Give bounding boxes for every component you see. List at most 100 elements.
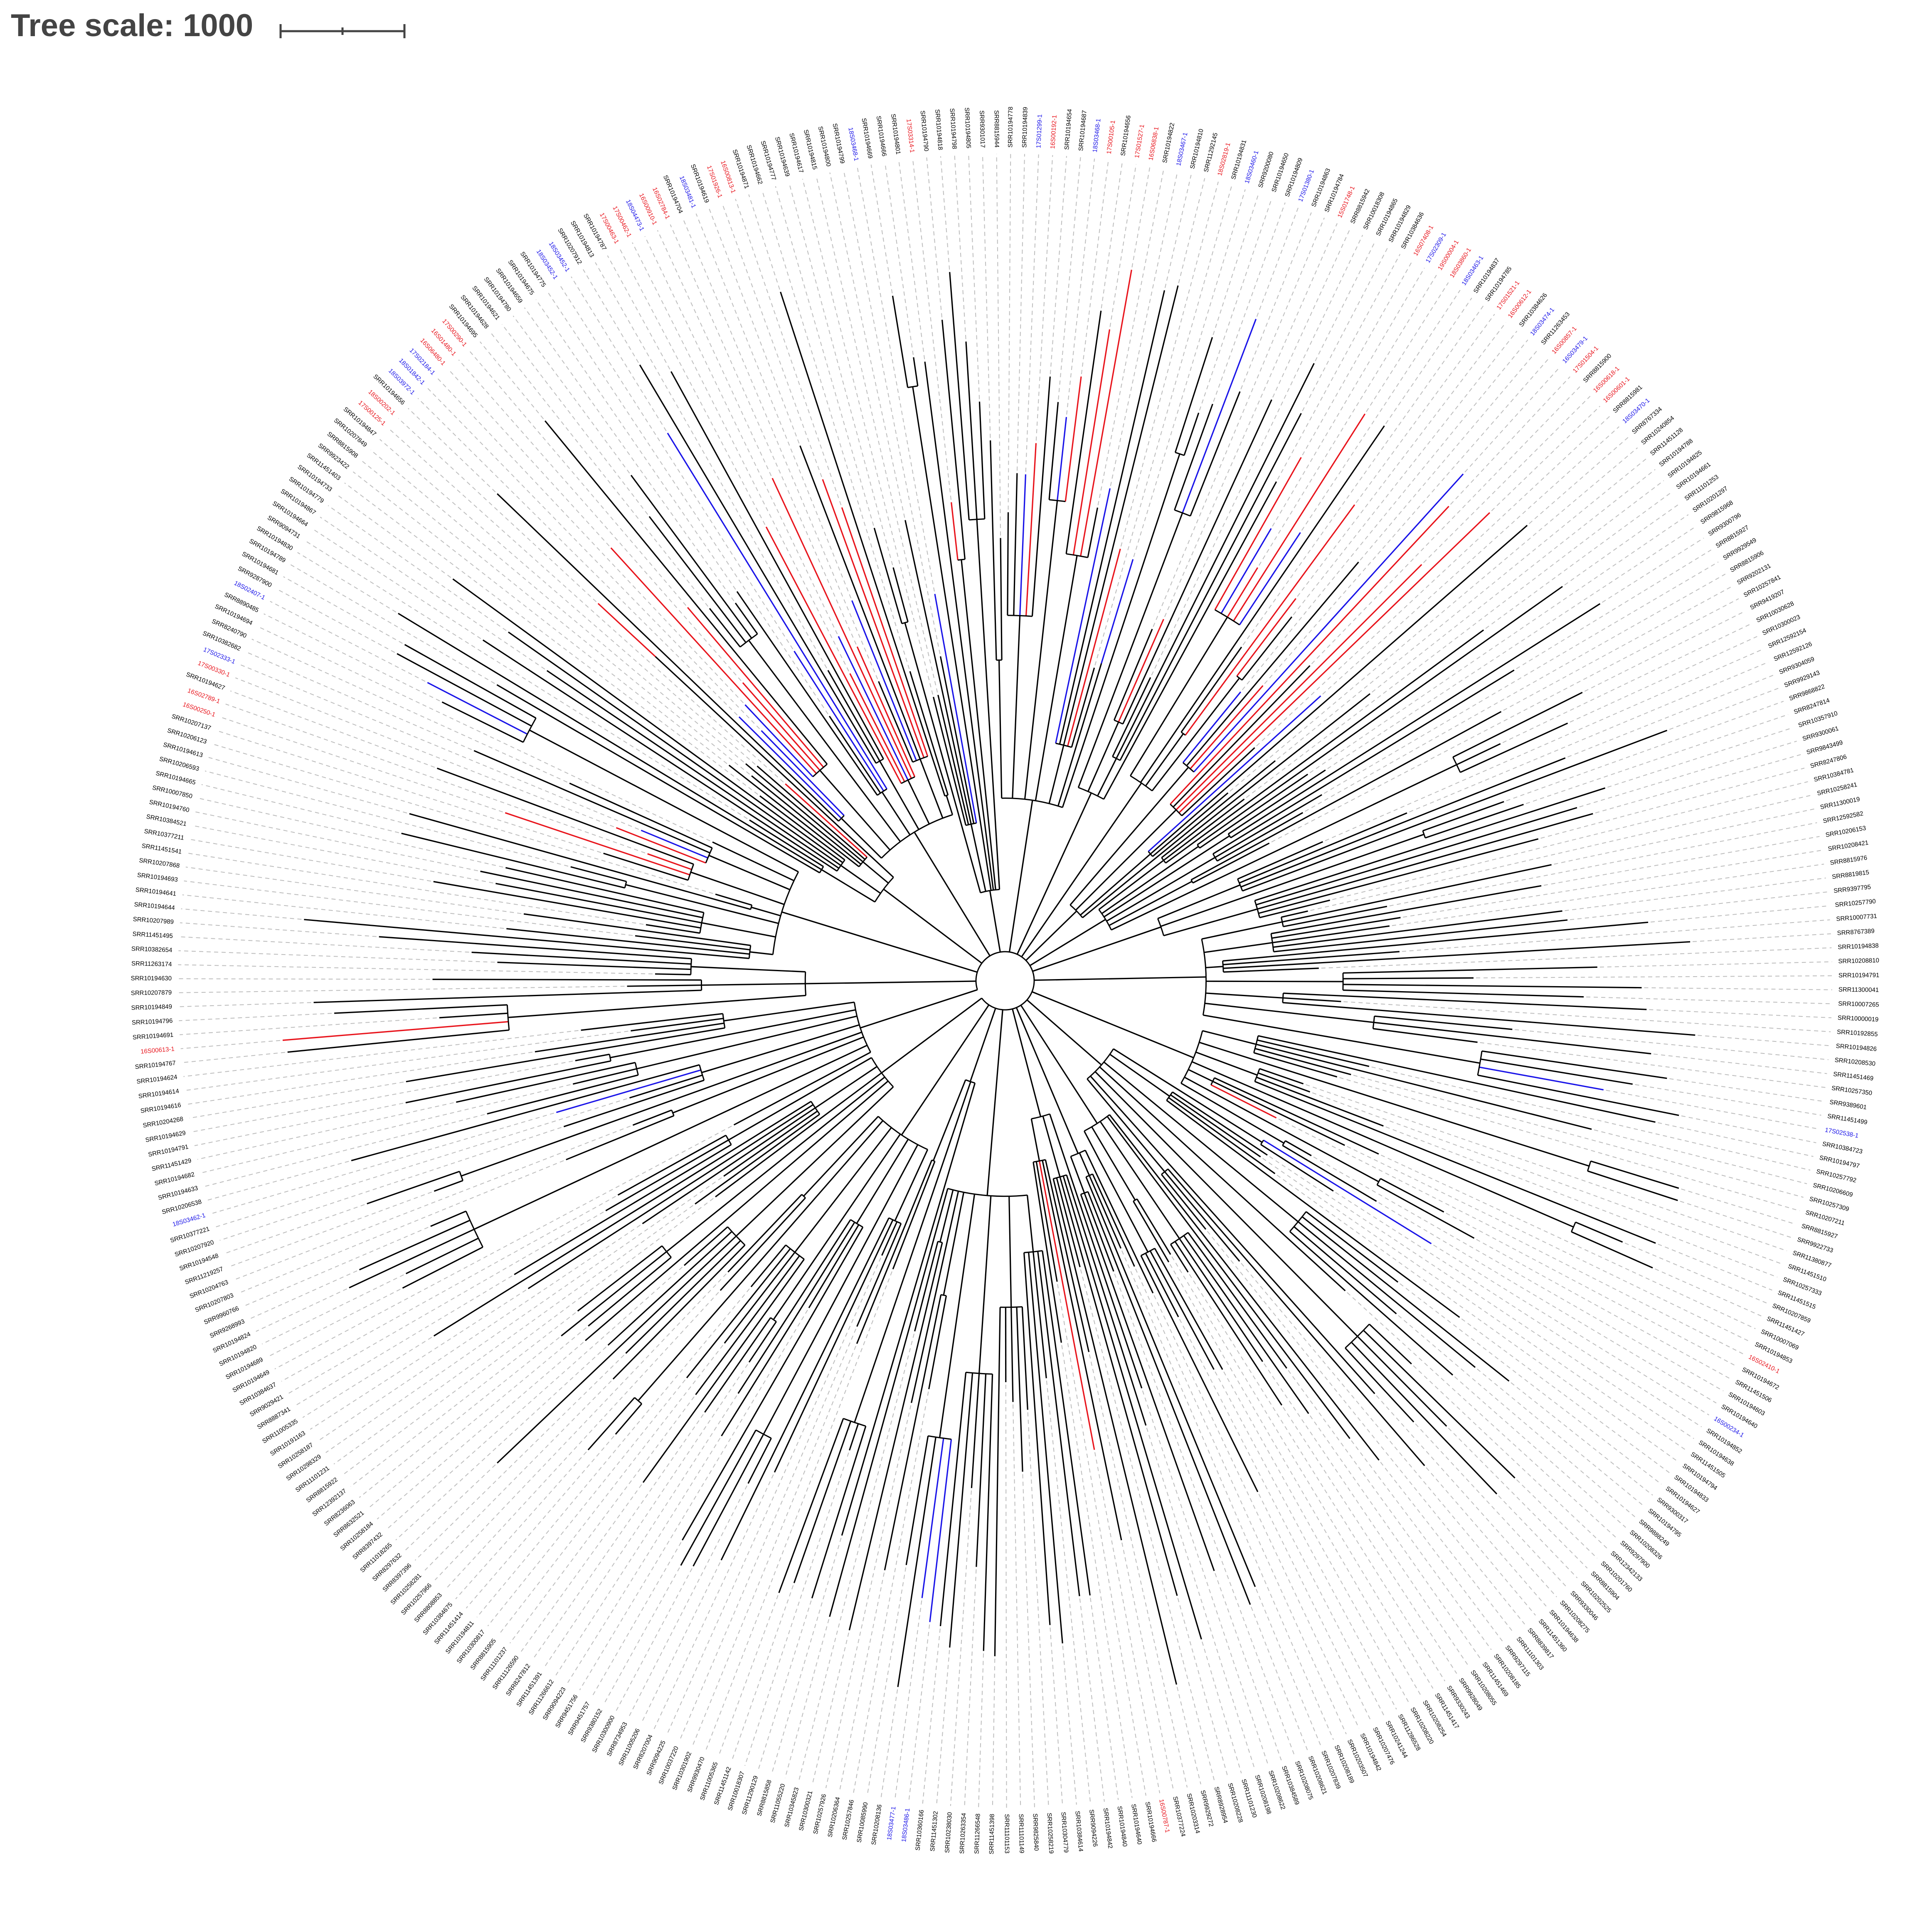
leaf-label: SRR9094226 [1088, 1809, 1099, 1847]
leaf-guide-line [1635, 1084, 1821, 1116]
leaf-guide-line [1256, 207, 1299, 317]
terminal-branch [1259, 1068, 1304, 1085]
terminal-branch [1236, 598, 1296, 677]
leaf-guide-line [679, 1329, 857, 1741]
terminal-branch [563, 1079, 705, 1127]
leaf-label: SRR10194656 [1119, 115, 1132, 157]
terminal-branch [1237, 841, 1323, 880]
internal-branch [1103, 1061, 1299, 1223]
clade-arc [843, 1418, 866, 1427]
leaf-label: SRR8247806 [1809, 753, 1847, 770]
terminal-branch [822, 479, 925, 758]
leaf-label: SRR10194798 [949, 108, 958, 149]
terminal-branch [939, 656, 975, 824]
leaf-guide-line [219, 1127, 562, 1241]
leaf-guide-line [1606, 1090, 1819, 1130]
terminal-branch [780, 291, 946, 797]
internal-branch [1026, 1195, 1034, 1252]
terminal-branch [334, 1004, 508, 1014]
leaf-guide-line [251, 639, 568, 783]
internal-branch [636, 1015, 858, 1070]
leaf-label: 17S01527-1 [1134, 124, 1146, 158]
leaf-label: SRR10194796 [132, 1017, 173, 1026]
leaf-guide-line [1264, 357, 1550, 684]
clade-arc [1212, 853, 1218, 861]
internal-branch [1180, 1083, 1284, 1144]
leaf-guide-line [908, 1624, 930, 1802]
leaf-label: SRR10194801 [890, 113, 902, 155]
clade-arc [725, 1135, 732, 1145]
leaf-guide-line [1681, 1115, 1816, 1143]
internal-branch [1077, 512, 1183, 788]
terminal-branch [695, 1113, 820, 1205]
leaf-guide-line [1297, 322, 1506, 597]
basal-branch [1016, 792, 1092, 955]
terminal-branch [585, 1280, 656, 1341]
basal-branch [1032, 991, 1194, 1058]
leaf-guide-line [513, 315, 630, 474]
leaf-label: 17S03314-1 [905, 118, 916, 153]
terminal-branch [1256, 807, 1577, 906]
leaf-label: SRR10194691 [132, 1031, 173, 1041]
leaf-label: SRR10194767 [135, 1060, 176, 1071]
leaf-guide-line [509, 1396, 695, 1644]
terminal-branch [712, 841, 755, 863]
leaf-label: SRR10207211 [1805, 1209, 1846, 1227]
leaf-guide-line [1251, 1607, 1308, 1751]
terminal-branch [1065, 376, 1082, 502]
leaf-label: SRR9301017 [978, 110, 986, 148]
terminal-branch [1256, 1043, 1592, 1130]
terminal-branch [1168, 1097, 1276, 1174]
terminal-branch [439, 1012, 508, 1019]
terminal-branch [1167, 1168, 1425, 1466]
leaf-guide-line [1385, 298, 1472, 424]
terminal-branch [759, 795, 845, 861]
leaf-label: SRR10194693 [137, 871, 178, 884]
leaf-guide-line [1309, 514, 1689, 773]
terminal-branch [1116, 363, 1315, 759]
leaf-guide-line [434, 1273, 727, 1580]
leaf-guide-line [1380, 1462, 1514, 1633]
leaf-guide-line [816, 175, 938, 693]
terminal-branch [1452, 692, 1583, 758]
internal-branch [1042, 1116, 1061, 1177]
leaf-guide-line [1109, 164, 1137, 327]
internal-branch [1205, 1002, 1374, 1023]
leaf-guide-line [692, 1346, 856, 1747]
leaf-guide-line [1680, 1201, 1792, 1238]
leaf-guide-line [1288, 1370, 1492, 1650]
leaf-guide-line [1311, 386, 1581, 664]
leaf-label: SRR10194799 [831, 123, 846, 164]
leaf-label: 18S03486-1 [900, 1808, 911, 1842]
terminal-branch [924, 362, 930, 398]
clade-arc [877, 788, 887, 796]
internal-branch [1130, 617, 1228, 776]
terminal-branch [1481, 1050, 1667, 1079]
leaf-guide-line [1485, 491, 1673, 629]
internal-branch [862, 861, 889, 884]
clade-arc [609, 1054, 611, 1061]
terminal-branch [1289, 1231, 1454, 1376]
tree-scale-bar [279, 24, 406, 38]
terminal-branch [670, 371, 884, 760]
terminal-branch [523, 913, 751, 946]
clade-arc [1024, 1250, 1042, 1253]
terminal-branch [1174, 337, 1213, 453]
leaf-guide-line [216, 730, 601, 853]
leaf-guide-line [1579, 741, 1797, 807]
terminal-branch [1456, 743, 1501, 765]
leaf-guide-line [178, 1002, 311, 1007]
terminal-branch [1056, 1177, 1081, 1267]
terminal-branch [401, 832, 625, 889]
terminal-branch [1071, 667, 1095, 748]
terminal-branch [757, 765, 865, 860]
leaf-guide-line [1223, 1371, 1410, 1703]
clade-arc [1157, 918, 1165, 936]
leaf-guide-line [480, 341, 544, 419]
terminal-branch [928, 1295, 947, 1389]
leaf-guide-line [180, 1017, 437, 1035]
basal-branch [860, 989, 978, 1029]
leaf-label: SRR11263174 [131, 960, 172, 968]
leaf-guide-line [386, 1267, 683, 1530]
leaf-guide-line [1097, 169, 1164, 505]
